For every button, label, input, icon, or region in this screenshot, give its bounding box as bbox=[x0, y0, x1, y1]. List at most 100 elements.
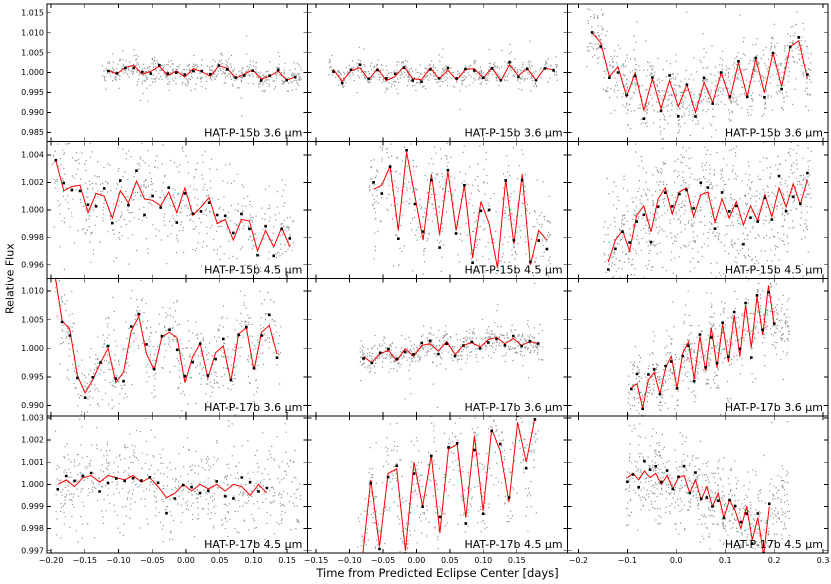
y-tick-label: 1.002 bbox=[21, 436, 44, 445]
x-tick-label: −0.15 bbox=[73, 556, 98, 565]
x-tick-label: 0.15 bbox=[278, 556, 296, 565]
panel-r2c1 bbox=[359, 282, 544, 408]
panel-r3c0 bbox=[55, 417, 302, 549]
binned-line bbox=[332, 63, 554, 83]
panel-border bbox=[306, 415, 569, 554]
y-tick-label: 1.005 bbox=[21, 315, 44, 324]
scatter-points bbox=[54, 279, 282, 416]
tick-marks bbox=[567, 415, 828, 553]
panel-r1c0 bbox=[51, 142, 295, 279]
binned-line bbox=[57, 474, 268, 499]
panel-label: HAT-P-15b 4.5 μm bbox=[725, 264, 823, 277]
y-tick-label: 1.002 bbox=[21, 178, 44, 187]
x-tick-label: 0.05 bbox=[441, 556, 459, 565]
panel-label: HAT-P-15b 4.5 μm bbox=[204, 264, 302, 277]
x-tick-label: −0.1 bbox=[618, 556, 637, 565]
binned-line bbox=[627, 470, 770, 553]
y-tick-label: 0.997 bbox=[21, 546, 44, 555]
scatter-points bbox=[328, 40, 558, 111]
panel-border bbox=[567, 415, 829, 554]
binned-markers bbox=[626, 459, 771, 553]
x-tick-label: 0.00 bbox=[177, 556, 195, 565]
y-tick-label: 0.995 bbox=[21, 88, 44, 97]
y-tick-label: 1.000 bbox=[21, 344, 44, 353]
y-tick-label: 1.015 bbox=[21, 8, 44, 17]
y-tick-label: 1.000 bbox=[21, 480, 44, 489]
y-tick-label: 0.990 bbox=[21, 401, 44, 410]
scatter-points bbox=[101, 35, 302, 117]
binned-markers bbox=[607, 171, 809, 271]
panel-label: HAT-P-17b 4.5 μm bbox=[464, 538, 562, 551]
panel-r1c1 bbox=[368, 141, 552, 279]
y-tick-label: 1.010 bbox=[21, 28, 44, 37]
tick-marks bbox=[47, 278, 308, 416]
panel-r0c1 bbox=[328, 40, 558, 111]
tick-marks bbox=[307, 4, 568, 142]
tick-marks bbox=[47, 4, 308, 142]
x-tick-label: −0.05 bbox=[371, 556, 396, 565]
x-tick-label: 0.0 bbox=[670, 556, 683, 565]
y-tick-label: 0.998 bbox=[21, 233, 44, 242]
x-tick-label: −0.15 bbox=[304, 556, 329, 565]
binned-line bbox=[363, 336, 539, 364]
x-tick-label: −0.20 bbox=[39, 556, 64, 565]
x-tick-label: 0.3 bbox=[817, 556, 830, 565]
panel-border bbox=[306, 3, 569, 142]
x-axis-title: Time from Predicted Eclipse Center [days… bbox=[316, 566, 559, 580]
y-tick-label: 1.000 bbox=[21, 205, 44, 214]
panel-label: HAT-P-17b 3.6 μm bbox=[464, 401, 562, 414]
tick-marks bbox=[47, 415, 308, 553]
x-tick-label: 0.00 bbox=[408, 556, 426, 565]
binned-line bbox=[55, 278, 278, 394]
panel-r1c2 bbox=[603, 141, 812, 279]
y-tick-label: 1.001 bbox=[21, 458, 44, 467]
tick-marks bbox=[307, 141, 568, 279]
binned-markers bbox=[590, 31, 809, 121]
binned-line bbox=[373, 152, 548, 268]
scatter-points bbox=[51, 142, 295, 279]
panel-r2c0 bbox=[54, 278, 282, 416]
x-tick-label: 0.15 bbox=[508, 556, 526, 565]
tick-marks bbox=[47, 141, 308, 279]
binned-line bbox=[631, 285, 775, 409]
x-tick-label: 0.05 bbox=[211, 556, 229, 565]
panel-r0c2 bbox=[586, 8, 812, 140]
panel-label: HAT-P-17b 3.6 μm bbox=[725, 401, 823, 414]
panel-label: HAT-P-15b 3.6 μm bbox=[464, 126, 562, 139]
y-tick-label: 0.985 bbox=[21, 128, 44, 137]
panel-border bbox=[306, 278, 569, 417]
y-tick-label: 0.999 bbox=[21, 502, 44, 511]
y-tick-label: 1.003 bbox=[21, 414, 44, 423]
panel-label: HAT-P-17b 3.6 μm bbox=[204, 401, 302, 414]
binned-line bbox=[607, 179, 808, 263]
y-tick-label: 0.996 bbox=[21, 260, 44, 269]
x-tick-label: 0.2 bbox=[768, 556, 781, 565]
panel-label: HAT-P-15b 4.5 μm bbox=[464, 264, 562, 277]
binned-line bbox=[55, 160, 291, 253]
y-tick-label: 0.995 bbox=[21, 372, 44, 381]
scatter-points bbox=[55, 417, 302, 549]
panel-label: HAT-P-17b 4.5 μm bbox=[725, 538, 823, 551]
scatter-points bbox=[357, 415, 539, 553]
tick-marks bbox=[567, 141, 828, 279]
x-tick-label: −0.05 bbox=[140, 556, 165, 565]
panel-r3c2 bbox=[624, 415, 790, 553]
scatter-points bbox=[359, 282, 544, 408]
y-tick-label: 1.010 bbox=[21, 287, 44, 296]
tick-marks bbox=[567, 278, 828, 416]
x-tick-label: 0.10 bbox=[474, 556, 492, 565]
panel-label: HAT-P-15b 3.6 μm bbox=[204, 126, 302, 139]
panel-border bbox=[46, 415, 308, 554]
y-tick-label: 1.000 bbox=[21, 68, 44, 77]
tick-marks bbox=[307, 278, 568, 416]
panel-border bbox=[567, 140, 829, 279]
x-tick-label: −0.2 bbox=[569, 556, 588, 565]
y-tick-label: 0.990 bbox=[21, 108, 44, 117]
y-tick-label: 1.004 bbox=[21, 151, 44, 160]
panel-label: HAT-P-15b 3.6 μm bbox=[725, 126, 823, 139]
tick-marks bbox=[567, 4, 828, 142]
panel-border bbox=[46, 278, 308, 417]
tick-marks bbox=[307, 415, 568, 553]
